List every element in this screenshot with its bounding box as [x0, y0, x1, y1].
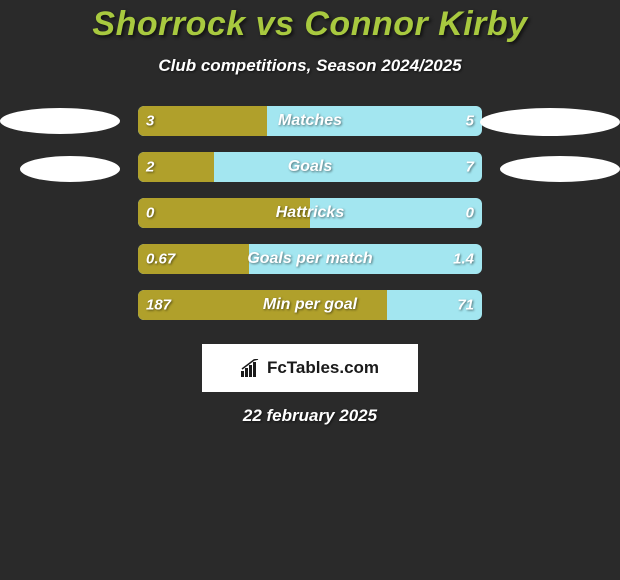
bar-left-fill: [138, 106, 267, 136]
stat-value-right: 0: [466, 205, 474, 222]
comparison-infographic: Shorrock vs Connor Kirby Club competitio…: [0, 0, 620, 426]
player-badge-left: [20, 156, 120, 182]
stat-row: Goals per match0.671.4: [0, 244, 620, 290]
stat-value-right: 5: [466, 113, 474, 130]
bar-track: Goals per match0.671.4: [138, 244, 482, 274]
bar-left-fill: [138, 198, 310, 228]
brand-label: FcTables.com: [267, 358, 379, 378]
page-title: Shorrock vs Connor Kirby: [0, 5, 620, 44]
brand-text: FcTables.com: [241, 358, 379, 378]
bar-left-fill: [138, 244, 249, 274]
stat-value-right: 7: [466, 159, 474, 176]
bar-track: Hattricks00: [138, 198, 482, 228]
bar-track: Matches35: [138, 106, 482, 136]
bars-icon: [241, 359, 263, 377]
bar-left-fill: [138, 152, 214, 182]
subtitle: Club competitions, Season 2024/2025: [0, 56, 620, 76]
bar-left-fill: [138, 290, 387, 320]
stat-rows: Matches35 Goals27 Hattricks00 Goals per mat…: [0, 106, 620, 336]
stat-value-right: 1.4: [453, 251, 474, 268]
stat-row: Hattricks00: [0, 198, 620, 244]
bar-track: Goals27: [138, 152, 482, 182]
stat-value-right: 71: [457, 297, 474, 314]
player-badge-left: [0, 108, 120, 134]
brand-box: FcTables.com: [202, 344, 418, 392]
bar-track: Min per goal18771: [138, 290, 482, 320]
date-text: 22 february 2025: [0, 406, 620, 426]
player-badge-right: [480, 108, 620, 136]
player-badge-right: [500, 156, 620, 182]
stat-row: Min per goal18771: [0, 290, 620, 336]
